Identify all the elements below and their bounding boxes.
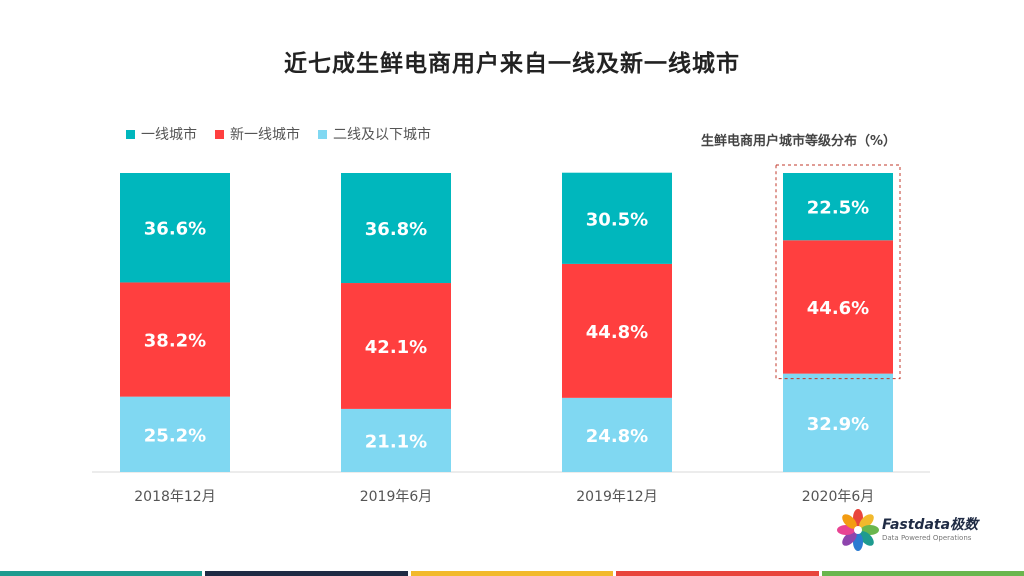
legend-label-tier2-below: 二线及以下城市: [333, 127, 431, 143]
data-label: 22.5%: [807, 198, 869, 219]
data-label: 42.1%: [365, 337, 427, 358]
data-label: 44.6%: [807, 298, 869, 319]
legend-item-tier2-below: 二线及以下城市: [318, 124, 431, 144]
logo-tagline: Data Powered Operations: [882, 534, 972, 542]
legend-swatch-new-tier1: [215, 129, 224, 139]
x-tick-label: 2019年12月: [576, 489, 657, 505]
x-tick-label: 2018年12月: [134, 489, 215, 505]
bar-segment: [783, 173, 893, 241]
chart-subtitle: 生鲜电商用户城市等级分布（%）: [700, 134, 896, 149]
legend-swatch-tier1: [126, 129, 135, 139]
bar-segment: [562, 263, 672, 398]
bar-segment: [783, 373, 893, 472]
x-tick-label: 2019年6月: [360, 489, 433, 505]
bar-segment: [341, 283, 451, 409]
bar-segment: [120, 173, 230, 283]
bar-segment: [120, 282, 230, 397]
footer-segment: [821, 571, 1024, 576]
legend-item-new-tier1: 新一线城市: [215, 124, 300, 144]
data-label: 24.8%: [586, 426, 648, 447]
footer-color-bar: [0, 571, 1024, 576]
data-label: 44.8%: [586, 322, 648, 343]
bar-segment: [341, 173, 451, 284]
logo-name: Fastdata极数: [882, 517, 979, 533]
legend-label-tier1: 一线城市: [141, 127, 197, 143]
data-label: 32.9%: [807, 414, 869, 435]
legend-swatch-tier2-below: [318, 129, 327, 139]
data-label: 36.6%: [144, 219, 206, 240]
legend-item-tier1: 一线城市: [126, 124, 197, 144]
data-label: 25.2%: [144, 425, 206, 446]
footer-segment: [616, 571, 819, 576]
fastdata-logo: Fastdata极数 Data Powered Operations: [836, 508, 986, 556]
legend-label-new-tier1: 新一线城市: [230, 127, 300, 143]
legend: 一线城市 新一线城市 二线及以下城市: [126, 124, 431, 144]
data-label: 21.1%: [365, 431, 427, 452]
data-label: 30.5%: [586, 209, 648, 230]
data-label: 38.2%: [144, 331, 206, 352]
bar-segment: [783, 240, 893, 374]
footer-segment: [410, 571, 614, 576]
footer-segment: [205, 571, 408, 576]
bar-segment: [120, 396, 230, 472]
bar-segment: [562, 172, 672, 264]
data-label: 36.8%: [365, 219, 427, 240]
x-tick-label: 2020年6月: [802, 489, 875, 505]
bar-segment: [562, 397, 672, 472]
flower-logo-icon: [837, 509, 879, 551]
highlight-box: [775, 164, 901, 380]
bar-segment: [341, 408, 451, 472]
chart-title: 近七成生鲜电商用户来自一线及新一线城市: [284, 51, 740, 77]
footer-segment: [0, 571, 203, 576]
